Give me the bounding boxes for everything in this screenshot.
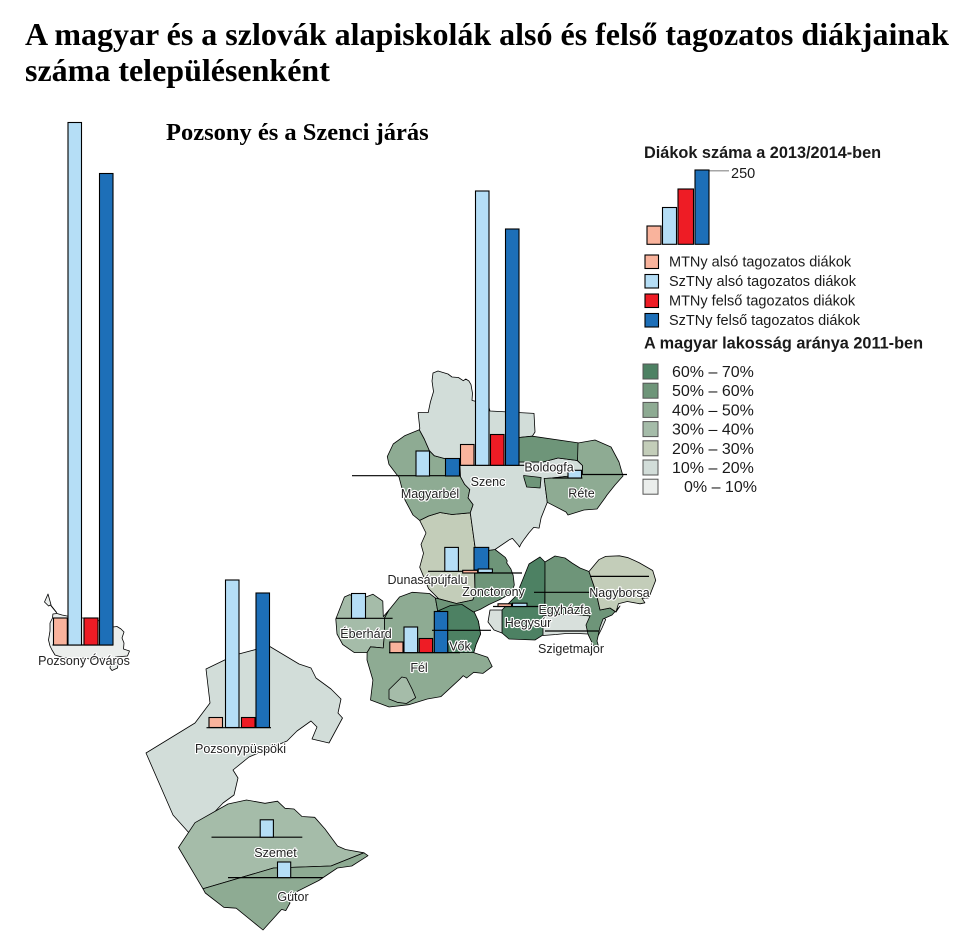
svg-text:Pozsony és a Szenci járás: Pozsony és a Szenci járás: [166, 119, 429, 146]
svg-text:Szigetmajor: Szigetmajor: [538, 642, 604, 656]
svg-text:40% – 50%: 40% – 50%: [672, 402, 754, 419]
svg-text:Réte: Réte: [568, 487, 594, 501]
svg-text:SzTNy felső tagozatos diákok: SzTNy felső tagozatos diákok: [669, 313, 861, 329]
svg-text:30% – 40%: 30% – 40%: [672, 422, 754, 439]
svg-text:250: 250: [731, 166, 755, 182]
svg-text:Hegysúr: Hegysúr: [505, 616, 552, 630]
svg-text:Vők: Vők: [449, 640, 471, 654]
svg-text:MTNy felső tagozatos diákok: MTNy felső tagozatos diákok: [669, 294, 856, 310]
svg-text:60% – 70%: 60% – 70%: [672, 364, 754, 381]
svg-text:50% – 60%: 50% – 60%: [672, 383, 754, 400]
svg-text:Fél: Fél: [410, 661, 427, 675]
svg-text:Nagyborsa: Nagyborsa: [589, 586, 649, 600]
svg-text:A magyar és a szlovák alapisko: A magyar és a szlovák alapiskolák alsó é…: [25, 16, 949, 52]
svg-text:A magyar lakosság aránya 2011-: A magyar lakosság aránya 2011-ben: [644, 335, 923, 353]
svg-text:Boldogfa: Boldogfa: [524, 461, 573, 475]
svg-text:Gútor: Gútor: [277, 890, 308, 904]
svg-text:Pozsonypüspöki: Pozsonypüspöki: [195, 742, 286, 756]
svg-text:Szemet: Szemet: [254, 846, 297, 860]
svg-text:Magyarbél: Magyarbél: [401, 487, 459, 501]
svg-text:20% – 30%: 20% – 30%: [672, 441, 754, 458]
svg-text:Diákok száma a 2013/2014-ben: Diákok száma a 2013/2014-ben: [644, 144, 881, 162]
svg-text:Dunasápújfalu: Dunasápújfalu: [388, 573, 468, 587]
svg-text:Egyházfa: Egyházfa: [538, 603, 590, 617]
svg-text:Szenc: Szenc: [471, 475, 506, 489]
svg-text:Éberhárd: Éberhárd: [340, 626, 391, 641]
svg-text:Zonctorony: Zonctorony: [462, 585, 525, 599]
svg-text:MTNy alsó tagozatos diákok: MTNy alsó tagozatos diákok: [669, 255, 852, 271]
svg-text:Pozsony Óváros: Pozsony Óváros: [38, 653, 130, 668]
svg-text:SzTNy alsó tagozatos diákok: SzTNy alsó tagozatos diákok: [669, 274, 857, 290]
svg-text:10% – 20%: 10% – 20%: [672, 460, 754, 477]
svg-text:száma településenként: száma településenként: [25, 52, 330, 88]
svg-text:0% – 10%: 0% – 10%: [684, 479, 757, 496]
